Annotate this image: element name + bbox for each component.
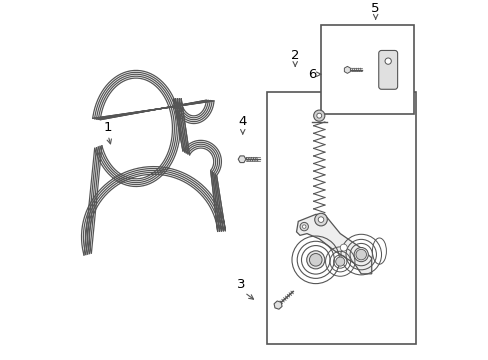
Circle shape <box>313 110 324 121</box>
Polygon shape <box>344 66 350 73</box>
Text: 2: 2 <box>290 49 299 62</box>
Circle shape <box>316 113 321 118</box>
Text: 4: 4 <box>238 116 246 129</box>
Circle shape <box>318 217 323 222</box>
Text: 5: 5 <box>371 2 379 15</box>
Text: 6: 6 <box>308 68 316 81</box>
Text: 3: 3 <box>236 278 245 291</box>
Circle shape <box>302 225 305 228</box>
Polygon shape <box>296 214 371 274</box>
Circle shape <box>353 247 367 262</box>
Polygon shape <box>238 156 245 163</box>
Circle shape <box>340 244 346 251</box>
Circle shape <box>314 213 326 226</box>
Circle shape <box>355 249 366 260</box>
Circle shape <box>335 257 344 266</box>
Text: 1: 1 <box>103 121 112 134</box>
Circle shape <box>300 222 308 231</box>
Bar <box>321 25 413 114</box>
Circle shape <box>384 58 390 64</box>
Polygon shape <box>274 301 282 309</box>
Bar <box>266 92 415 343</box>
Circle shape <box>306 251 324 269</box>
Circle shape <box>309 253 322 266</box>
FancyBboxPatch shape <box>378 50 397 89</box>
